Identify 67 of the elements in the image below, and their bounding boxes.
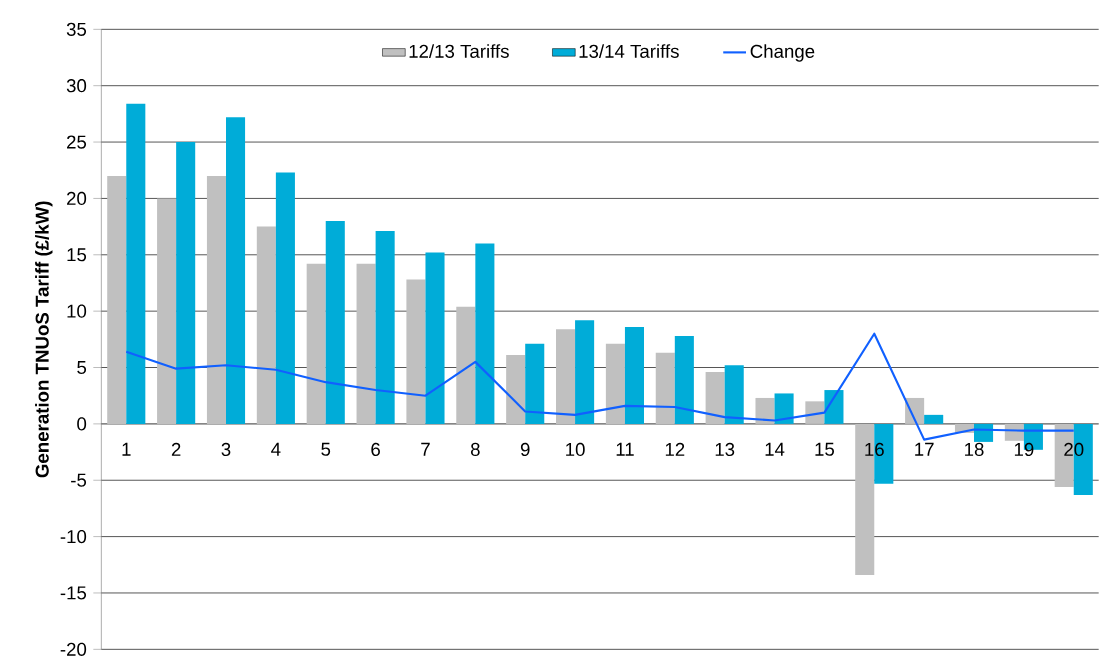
- y-tick-label: 10: [67, 304, 87, 318]
- y-tick-label: 0: [77, 417, 87, 431]
- x-tick-label: 1: [122, 442, 131, 456]
- bar: [356, 263, 376, 424]
- bar: [256, 226, 276, 424]
- y-tick-label: -15: [60, 586, 87, 600]
- bar: [556, 329, 576, 424]
- legend-label: 13/14 Tariffs: [579, 44, 679, 58]
- bar: [275, 172, 295, 424]
- y-tick-label: 25: [67, 135, 87, 149]
- y-tick-label: 35: [66, 22, 87, 36]
- legend-label: Change: [750, 44, 815, 62]
- x-tick-label: 6: [371, 442, 380, 457]
- bar: [107, 175, 127, 424]
- y-tick-label: 5: [77, 361, 87, 375]
- x-tick-label: 3: [221, 442, 231, 457]
- bar: [655, 352, 675, 424]
- x-tick-label: 9: [520, 442, 530, 457]
- bar: [525, 343, 545, 424]
- bar: [624, 326, 645, 424]
- x-tick-label: 7: [421, 442, 430, 456]
- x-tick-label: 19: [1014, 442, 1034, 457]
- y-tick-label: 30: [66, 79, 87, 93]
- bar: [325, 220, 345, 424]
- x-tick-label: 12: [665, 442, 685, 456]
- bar: [924, 414, 944, 424]
- bar: [456, 306, 476, 424]
- bar: [506, 355, 526, 424]
- x-tick-label: 13: [715, 442, 735, 457]
- y-axis-title: Generation TNUoS Tariff (£/kW): [35, 201, 53, 478]
- x-tick-label: 15: [815, 442, 835, 456]
- bar: [674, 335, 694, 424]
- bar: [425, 252, 445, 424]
- bar: [176, 142, 196, 424]
- bar: [475, 243, 495, 424]
- x-tick-label: 20: [1064, 442, 1084, 457]
- x-tick-label: 4: [271, 442, 281, 456]
- bar: [575, 320, 595, 424]
- bar: [805, 401, 825, 424]
- bar: [755, 397, 775, 424]
- y-tick-label: -10: [60, 529, 87, 544]
- bar: [774, 393, 794, 424]
- bar: [126, 103, 146, 424]
- bar: [226, 117, 246, 424]
- bar: [705, 372, 725, 424]
- bar: [206, 175, 226, 424]
- y-tick-label: 15: [67, 248, 87, 262]
- line-series: [125, 332, 1075, 441]
- legend-label: 12/13 Tariffs: [409, 44, 509, 58]
- x-tick-label: 5: [321, 442, 331, 456]
- x-tick-label: 14: [765, 442, 785, 456]
- x-tick-label: 10: [566, 442, 585, 457]
- y-tick-label: -20: [60, 642, 87, 656]
- bar: [824, 390, 844, 424]
- bar: [724, 365, 744, 424]
- y-tick-label: -5: [71, 473, 87, 487]
- x-tick-label: 2: [171, 442, 181, 456]
- x-tick-label: 17: [915, 442, 934, 456]
- y-tick-label: 20: [67, 191, 87, 206]
- bar: [605, 343, 625, 424]
- x-tick-label: 11: [616, 442, 634, 456]
- bar: [306, 263, 326, 424]
- bar: [406, 279, 426, 424]
- bar: [375, 231, 395, 424]
- x-tick-label: 18: [965, 442, 984, 457]
- bar: [157, 198, 177, 424]
- x-tick-label: 8: [470, 442, 480, 457]
